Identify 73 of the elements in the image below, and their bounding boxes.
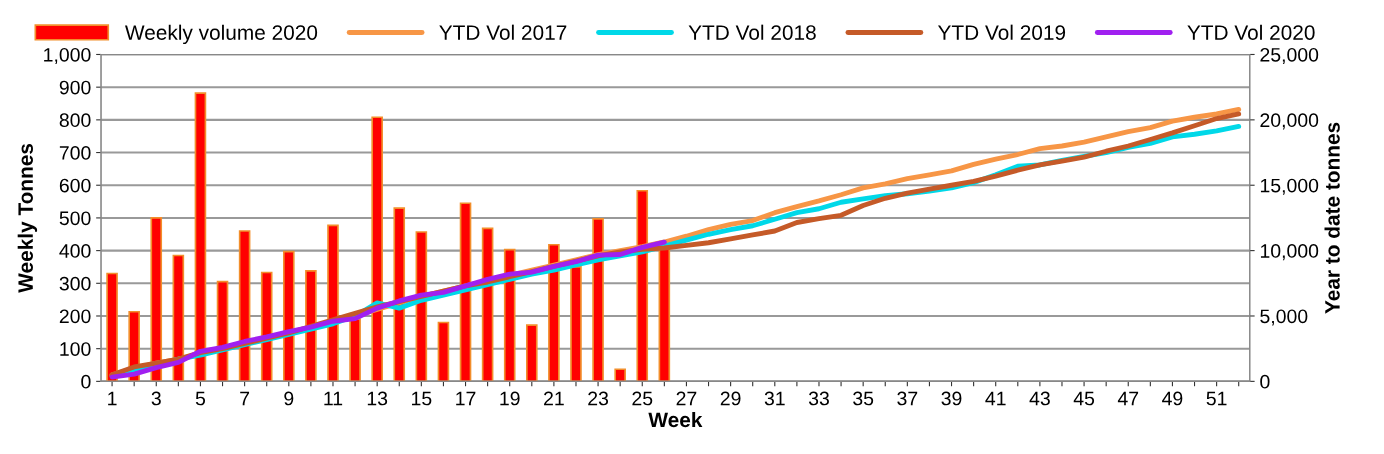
x-tick-label: 43 — [1029, 391, 1050, 406]
legend-label: YTD Vol 2017 — [439, 24, 567, 40]
y2-tick-label: 20,000 — [1260, 113, 1319, 130]
x-tick-label: 45 — [1073, 391, 1095, 406]
bar — [150, 217, 163, 382]
bar — [305, 270, 317, 382]
x-tick-label: 35 — [853, 391, 874, 406]
y-tick-label: 800 — [59, 113, 91, 128]
bar — [658, 247, 671, 382]
bar — [349, 318, 361, 382]
bar — [327, 224, 339, 382]
bar — [437, 321, 450, 382]
x-tick-label: 3 — [151, 391, 161, 406]
bar — [592, 218, 604, 382]
bar — [194, 92, 207, 382]
legend-label: YTD Vol 2020 — [1187, 24, 1315, 40]
legend-label: YTD Vol 2018 — [688, 24, 816, 40]
x-tick-label: 5 — [195, 391, 206, 406]
bar — [614, 368, 626, 382]
x-tick-label: 27 — [676, 391, 697, 406]
bar — [238, 230, 251, 382]
y-tick-label: 200 — [59, 309, 91, 324]
y-tick-label: 1,000 — [44, 47, 91, 65]
y-tick-label: 900 — [59, 80, 91, 95]
x-tick-label: 21 — [544, 391, 564, 406]
x-tick-label: 9 — [284, 391, 294, 406]
x-tick-label: 47 — [1117, 391, 1139, 406]
x-tick-label: 13 — [367, 391, 388, 406]
y-tick-label: 0 — [81, 374, 91, 389]
bar — [570, 266, 582, 382]
x-tick-label: 25 — [632, 391, 653, 406]
bar — [282, 250, 295, 382]
bar — [459, 202, 472, 382]
y2-tick-label: 0 — [1260, 374, 1270, 389]
x-tick-label: 29 — [720, 391, 741, 406]
y-tick-label: 600 — [59, 178, 91, 193]
bar — [393, 207, 406, 382]
y2-tick-label: 25,000 — [1260, 47, 1319, 65]
x-tick-label: 37 — [897, 391, 918, 406]
legend-label: YTD Vol 2019 — [937, 24, 1066, 40]
x-tick-label: 39 — [941, 391, 962, 406]
bar — [636, 189, 649, 382]
y-tick-label: 700 — [59, 146, 91, 160]
bar — [106, 272, 118, 382]
bar — [503, 248, 516, 382]
x-tick-label: 7 — [240, 391, 250, 406]
y-tick-label: 400 — [59, 244, 91, 258]
x-tick-label: 15 — [412, 391, 432, 406]
bar — [525, 324, 538, 382]
y2-tick-label: 5,000 — [1260, 309, 1308, 326]
y-tick-label: 500 — [59, 211, 91, 226]
y-tick-label: 300 — [59, 276, 91, 291]
y2-tick-label: 15,000 — [1260, 178, 1319, 195]
y-axis-title: Weekly Tonnes — [17, 143, 38, 293]
bar — [260, 271, 273, 382]
x-axis-title: Week — [648, 411, 703, 428]
x-tick-label: 41 — [985, 391, 1006, 406]
x-tick-label: 51 — [1206, 391, 1227, 406]
y2-axis-title: Year to date tonnes — [1324, 122, 1340, 314]
x-tick-label: 33 — [808, 391, 829, 406]
legend-label: Weekly volume 2020 — [125, 24, 318, 45]
x-tick-label: 1 — [108, 391, 117, 406]
x-tick-label: 19 — [500, 391, 520, 406]
x-tick-label: 17 — [456, 391, 476, 406]
y2-tick-label: 10,000 — [1260, 244, 1319, 261]
line-series — [109, 239, 667, 380]
x-tick-label: 11 — [324, 391, 343, 406]
x-tick-label: 23 — [588, 391, 609, 406]
bar — [371, 116, 383, 382]
y-tick-label: 100 — [60, 342, 91, 356]
x-tick-label: 31 — [764, 391, 785, 406]
bar — [548, 243, 560, 382]
x-tick-label: 49 — [1162, 391, 1183, 406]
